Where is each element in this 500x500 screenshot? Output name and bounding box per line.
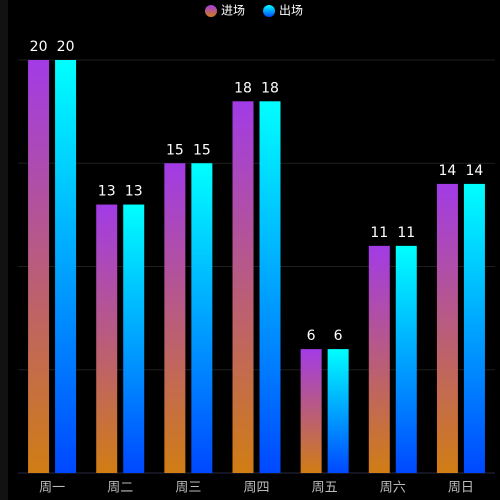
legend-marker xyxy=(205,5,217,17)
value-label: 18 xyxy=(261,80,279,96)
value-label: 20 xyxy=(57,39,75,55)
x-tick-label: 周二 xyxy=(107,481,133,496)
x-tick-label: 周一 xyxy=(39,481,65,496)
bar xyxy=(164,163,186,473)
left-strip xyxy=(0,0,8,500)
value-label: 14 xyxy=(439,163,457,179)
value-label: 6 xyxy=(307,328,316,344)
bar xyxy=(368,245,390,473)
bar xyxy=(259,101,281,474)
bar xyxy=(55,60,77,473)
legend-label: 进场 xyxy=(221,4,245,18)
bar xyxy=(191,163,213,473)
bar xyxy=(28,60,50,473)
x-tick-label: 周三 xyxy=(175,481,201,496)
x-tick-label: 周六 xyxy=(380,481,406,496)
value-label: 13 xyxy=(125,184,143,200)
value-label: 18 xyxy=(234,80,252,96)
x-tick-label: 周四 xyxy=(243,481,269,496)
value-label: 11 xyxy=(397,225,415,241)
bar xyxy=(300,349,322,473)
value-label: 20 xyxy=(30,39,48,55)
x-tick-label: 周日 xyxy=(448,481,474,496)
value-label: 15 xyxy=(166,142,184,158)
bar xyxy=(232,101,254,474)
value-label: 11 xyxy=(370,225,388,241)
bar xyxy=(463,183,485,473)
bar xyxy=(123,204,145,474)
bar xyxy=(327,349,349,473)
value-label: 13 xyxy=(98,184,116,200)
bar xyxy=(96,204,118,474)
legend-label: 出场 xyxy=(279,4,303,18)
value-label: 6 xyxy=(334,328,343,344)
legend-marker xyxy=(263,5,276,17)
bar xyxy=(395,245,417,473)
value-label: 15 xyxy=(193,142,211,158)
bar xyxy=(436,183,458,473)
value-label: 14 xyxy=(466,163,484,179)
x-tick-label: 周五 xyxy=(312,481,338,496)
